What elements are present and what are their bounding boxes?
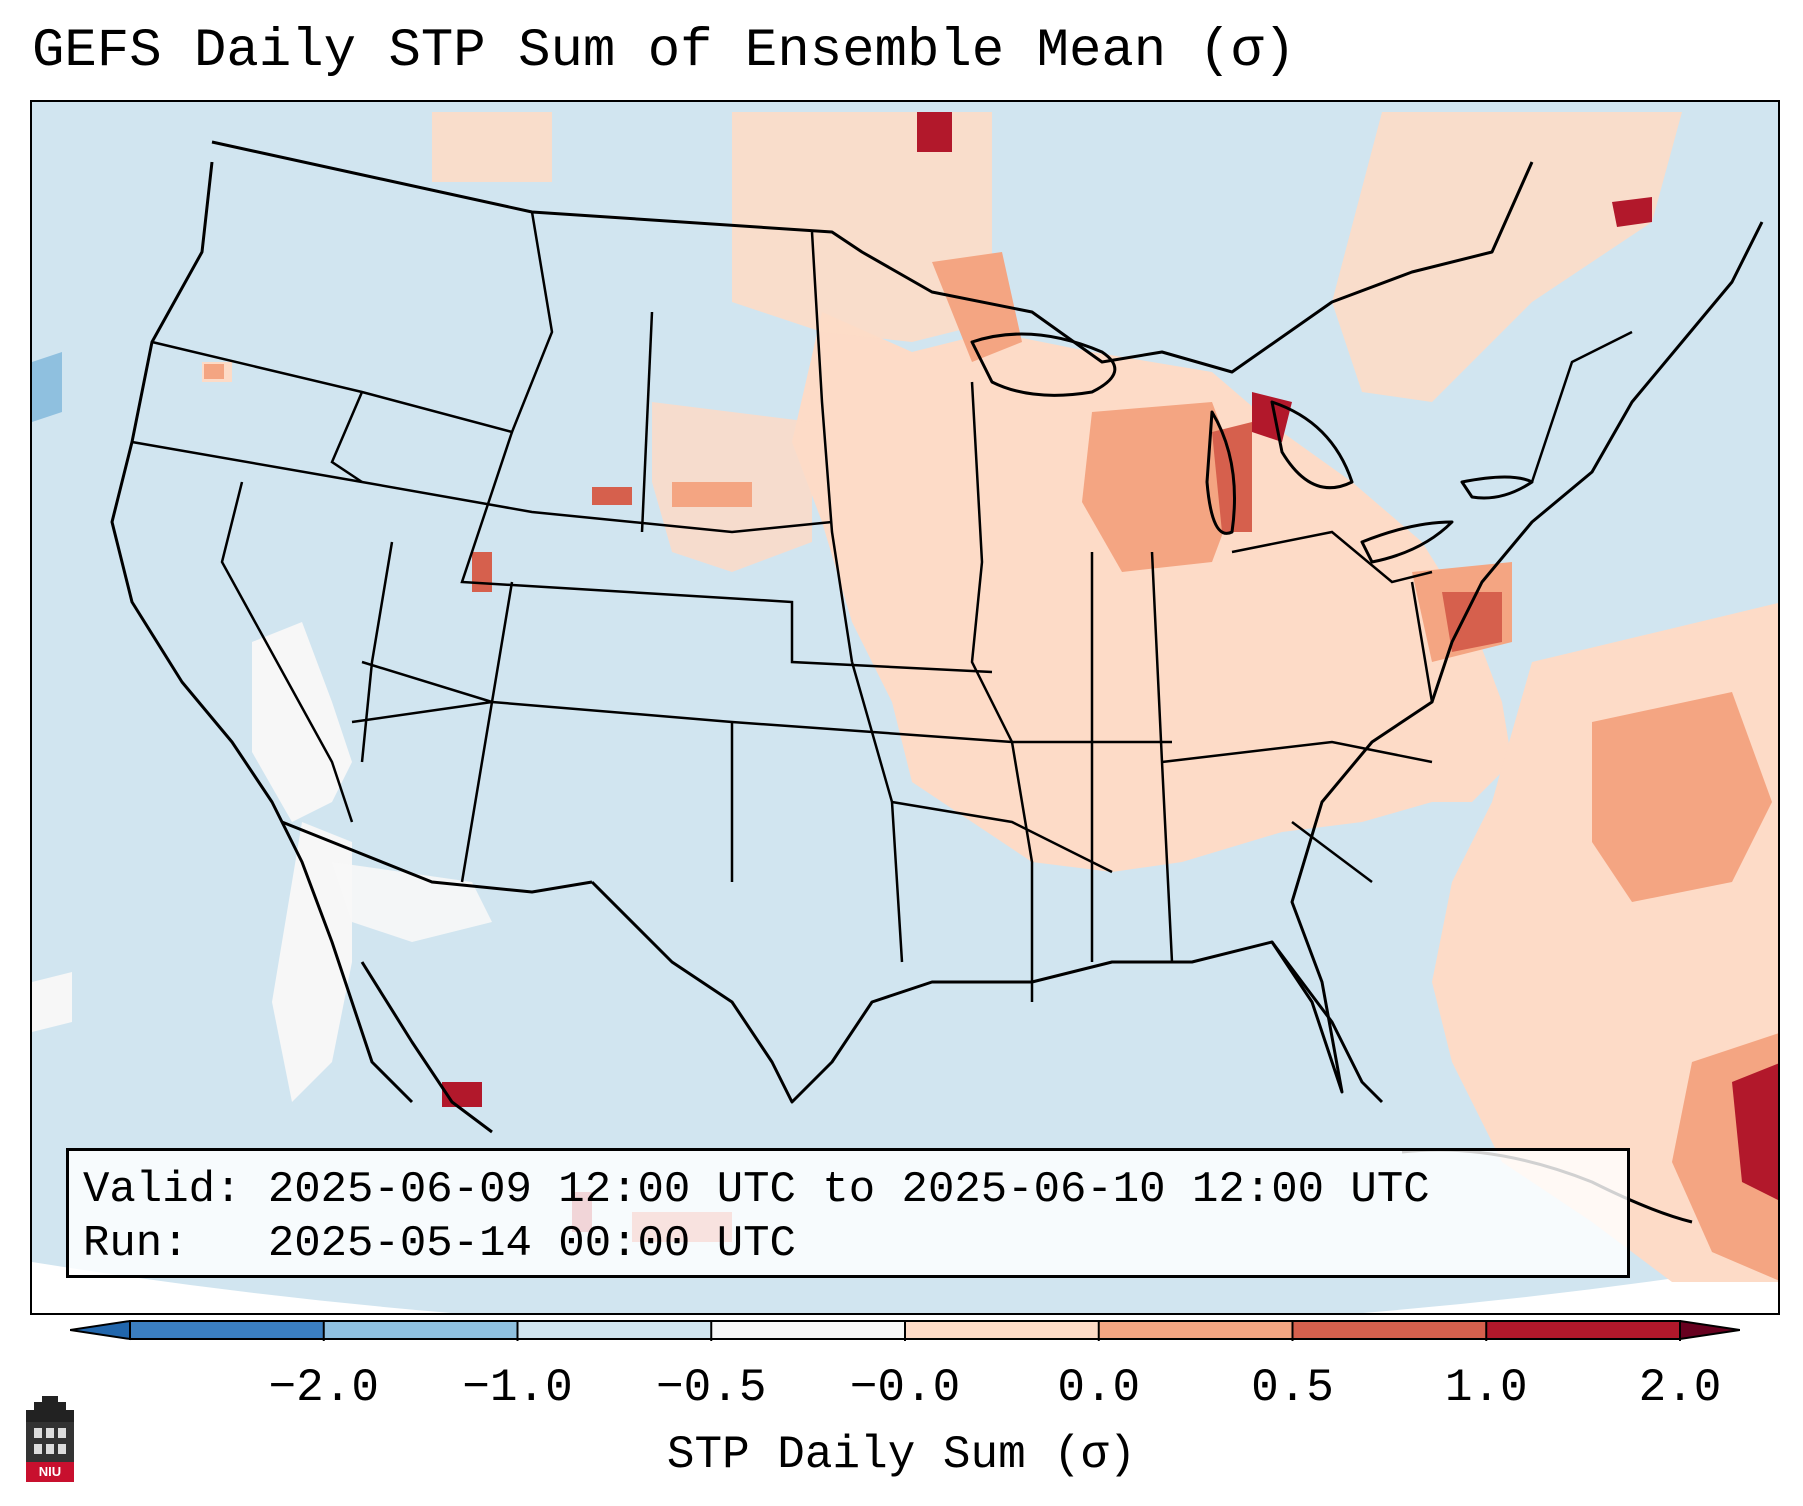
colorbar bbox=[69, 1319, 1741, 1341]
negative-pacific bbox=[32, 352, 62, 422]
positive-area-east bbox=[792, 312, 1512, 872]
colorbar-segment bbox=[1486, 1321, 1681, 1339]
map-panel bbox=[30, 100, 1780, 1315]
lake-superior bbox=[970, 332, 1117, 397]
boundaries bbox=[110, 140, 1764, 1224]
positive-area-canada bbox=[732, 112, 992, 342]
colorbar-tick-label: −0.0 bbox=[849, 1362, 961, 1414]
lake-michigan bbox=[1205, 410, 1236, 535]
chart-title: GEFS Daily STP Sum of Ensemble Mean (σ) bbox=[32, 21, 1296, 82]
lake-erie bbox=[1360, 520, 1454, 564]
state-line-ca-nv bbox=[220, 481, 354, 823]
state-line-or-id bbox=[330, 391, 364, 484]
map-canvas bbox=[32, 102, 1778, 1313]
strong-positive-hispaniola bbox=[1732, 1063, 1778, 1200]
pixel-wyoming bbox=[592, 487, 632, 505]
pixel-utah bbox=[472, 552, 492, 592]
near-zero-baja bbox=[272, 822, 352, 1102]
state-line-tn-ms bbox=[891, 800, 1113, 874]
mexico-coast bbox=[360, 961, 493, 1134]
colorbar-segment bbox=[1292, 1321, 1487, 1339]
state-line-central-1 bbox=[460, 431, 993, 674]
colorbar-segment bbox=[905, 1321, 1100, 1339]
medium-positive-atlantic bbox=[1592, 692, 1772, 902]
pixel-oregon-core bbox=[204, 364, 224, 379]
niu-logo: NIU bbox=[22, 1392, 78, 1484]
colorbar-tick-label: −0.5 bbox=[656, 1362, 767, 1414]
run-row: Run: 2025-05-14 00:00 UTC bbox=[83, 1217, 1613, 1271]
near-zero-california bbox=[252, 622, 352, 822]
strong-positive-pa bbox=[1442, 592, 1502, 652]
valid-value: 2025-06-09 12:00 UTC to 2025-06-10 12:00… bbox=[267, 1165, 1430, 1215]
pacific-coast bbox=[110, 161, 414, 1104]
colorbar-segment bbox=[323, 1321, 518, 1339]
state-line-dakotas-mn bbox=[810, 231, 854, 663]
run-label: Run: bbox=[83, 1219, 189, 1269]
anomaly-field bbox=[32, 112, 1778, 1282]
pixel-nebraska bbox=[672, 482, 752, 507]
state-line-mt-nd bbox=[640, 311, 654, 533]
strong-positive-north bbox=[917, 112, 952, 152]
lake-huron bbox=[1270, 400, 1354, 490]
state-line-nv-ut-wy bbox=[131, 440, 833, 534]
colorbar-tick-label: −1.0 bbox=[462, 1362, 573, 1414]
state-lines bbox=[131, 211, 1633, 1002]
colorbar-tick-label: 1.0 bbox=[1444, 1362, 1528, 1414]
valid-row: Valid: 2025-06-09 12:00 UTC to 2025-06-1… bbox=[83, 1163, 1613, 1217]
strong-positive-quebec bbox=[1612, 197, 1652, 227]
near-zero-pacific bbox=[32, 972, 72, 1032]
niu-logo-graphic bbox=[26, 1396, 74, 1482]
valid-label: Valid: bbox=[83, 1165, 242, 1215]
us-canada-border bbox=[211, 140, 1534, 374]
outside-domain bbox=[32, 1262, 1778, 1313]
colorbar-svg bbox=[69, 1319, 1741, 1341]
state-line-pa bbox=[1231, 530, 1433, 584]
state-line-nv-ut bbox=[360, 541, 394, 763]
us-mexico-border bbox=[281, 820, 593, 894]
run-value: 2025-05-14 00:00 UTC bbox=[267, 1219, 796, 1269]
near-zero-sonora bbox=[332, 862, 492, 942]
colorbar-outline bbox=[129, 1320, 1681, 1340]
state-line-wi-il-ms bbox=[970, 381, 1034, 1002]
niu-logo-text: NIU bbox=[38, 1464, 62, 1479]
state-line-sc-ga bbox=[1291, 821, 1373, 883]
colorbar-tick-label: 2.0 bbox=[1638, 1362, 1722, 1414]
positive-area-quebec bbox=[1332, 112, 1682, 402]
colorbar-segment bbox=[130, 1321, 325, 1339]
validity-info-box: Valid: 2025-06-09 12:00 UTC to 2025-06-1… bbox=[66, 1148, 1630, 1278]
medium-positive-michigan bbox=[1082, 402, 1242, 572]
colorbar-extend-low bbox=[69, 1319, 131, 1341]
colorbar-tick-label: 0.5 bbox=[1251, 1362, 1334, 1414]
state-line-ny-vt bbox=[1530, 330, 1633, 483]
state-line-az-nm bbox=[460, 701, 494, 883]
colorbar-segment bbox=[517, 1321, 712, 1339]
colorbar-segment bbox=[711, 1321, 906, 1339]
colorbar-extend-high bbox=[1679, 1319, 1741, 1341]
lake-ontario bbox=[1460, 475, 1534, 500]
pixel-bc bbox=[432, 112, 552, 182]
colorbar-segment bbox=[1098, 1321, 1293, 1339]
colorbar-tick-label: 0.0 bbox=[1057, 1362, 1141, 1414]
state-line-va bbox=[1410, 581, 1434, 703]
colorbar-title: STP Daily Sum (σ) bbox=[666, 1429, 1137, 1481]
state-line-nc bbox=[1161, 740, 1433, 764]
florida-coast bbox=[1270, 941, 1384, 1104]
gulf-atlantic-coast bbox=[590, 221, 1764, 1104]
colorbar-tick-label: −2.0 bbox=[268, 1362, 379, 1414]
